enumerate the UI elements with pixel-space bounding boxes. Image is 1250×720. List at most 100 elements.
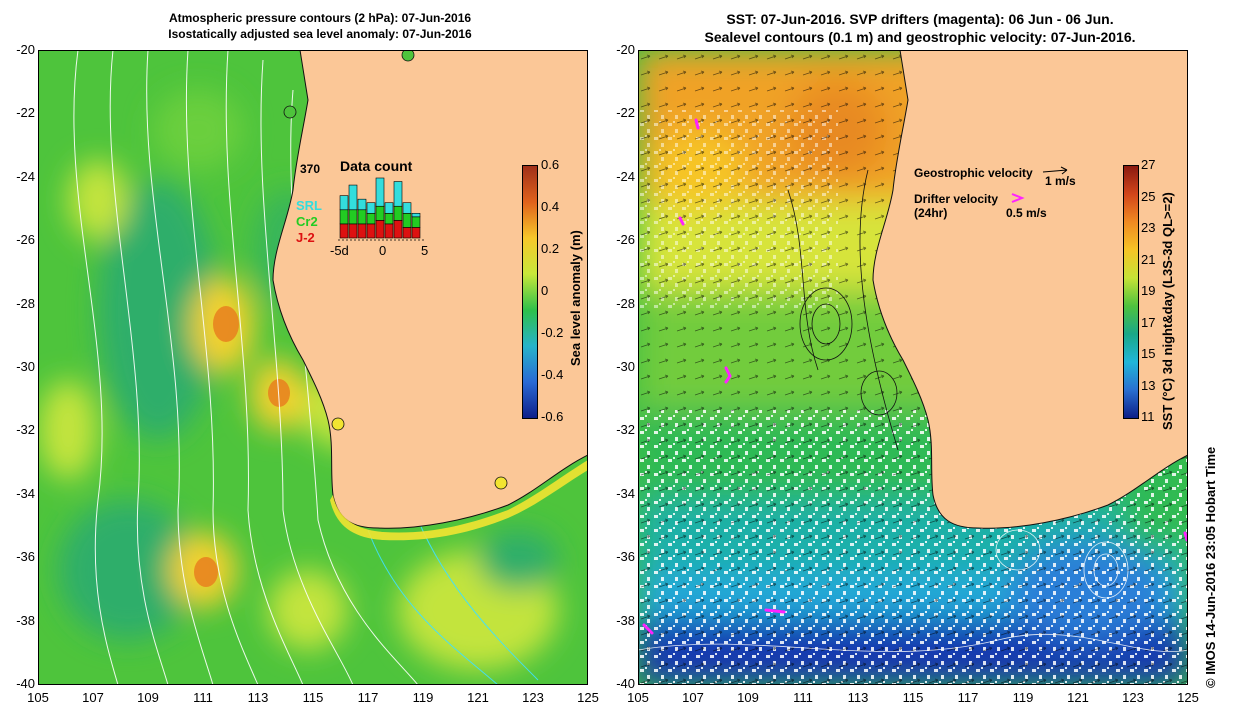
lat-tick-r-0: -20: [616, 42, 635, 57]
cyan-contours: [367, 519, 539, 685]
sea-level-contours-light: [638, 529, 1188, 653]
lat-tick-l-1: -22: [16, 105, 35, 121]
histogram-bar-0-cr2: [339, 209, 349, 225]
lat-tick-l-5: -30: [16, 359, 35, 374]
sla-map-canvas: [38, 50, 588, 685]
lat-tick-r-4: -28: [616, 295, 635, 311]
data-count-xtick-1: -5d: [330, 243, 349, 258]
pressure-contours: [73, 50, 419, 685]
legend-cr2: Cr2: [296, 214, 318, 229]
histogram-bar-8-j2: [411, 227, 421, 239]
lat-tick-l-8: -36: [16, 549, 35, 565]
histogram-bar-0-j2: [339, 223, 349, 239]
histogram-bar-5-srl: [384, 202, 394, 214]
lon-tick-l-4: 113: [247, 690, 269, 705]
lat-tick-r-2: -24: [616, 168, 635, 184]
lat-tick-l-9: -38: [16, 612, 35, 628]
histogram-bar-7-cr2: [402, 212, 412, 228]
histogram-bar-7-j2: [402, 227, 412, 239]
sst-colorbar-tick-1: 25: [1141, 188, 1156, 204]
geostrophic-scale-label: 1 m/s: [1045, 174, 1076, 188]
histogram-bar-4-srl: [375, 177, 385, 207]
sst-map-canvas: [638, 50, 1188, 685]
lon-tick-r-10: 125: [1177, 690, 1199, 705]
lat-tick-l-4: -28: [16, 295, 35, 311]
lon-tick-l-0: 105: [27, 690, 49, 705]
lon-tick-l-9: 123: [522, 690, 544, 705]
sla-colorbar-tick-3: 0: [541, 283, 549, 298]
data-count-histogram: [338, 177, 426, 241]
drifter-scale-label: 0.5 m/s: [1006, 206, 1047, 220]
sst-colorbar-tick-6: 15: [1141, 346, 1156, 361]
histogram-bar-2-j2: [357, 223, 367, 239]
histogram-bar-8-srl: [411, 212, 421, 218]
lat-tick-r-9: -38: [616, 612, 635, 628]
geostrophic-velocity-label: Geostrophic velocity: [914, 166, 1033, 180]
lat-tick-r-6: -32: [616, 422, 635, 438]
histogram-bar-2-srl: [357, 198, 367, 211]
histogram-bar-2-cr2: [357, 209, 367, 225]
lon-tick-r-1: 107: [682, 690, 704, 705]
sst-colorbar-tick-5: 17: [1141, 314, 1156, 330]
sla-colorbar-tick-1: 0.4: [541, 199, 560, 214]
histogram-bar-6-cr2: [393, 205, 403, 221]
coastal-markers[interactable]: [283, 50, 415, 119]
left-title-line2: Isostatically adjusted sea level anomaly…: [168, 27, 472, 41]
histogram-bar-5-j2: [384, 223, 394, 239]
drifter-velocity-sublabel: (24hr): [914, 206, 948, 220]
lon-tick-r-5: 115: [902, 690, 924, 705]
drifter-scale-arrow: [1011, 193, 1025, 203]
histogram-bar-1-cr2: [348, 209, 358, 225]
histogram-bar-1-srl: [348, 184, 358, 211]
lon-tick-r-8: 121: [1067, 690, 1089, 705]
sst-colorbar-tick-7: 13: [1141, 377, 1156, 393]
lat-tick-l-3: -26: [16, 232, 35, 248]
lon-tick-l-2: 109: [137, 690, 159, 705]
australia-land: [272, 50, 588, 529]
data-count-title: Data count: [340, 158, 413, 174]
sst-map[interactable]: Geostrophic velocity 1 m/s Drifter veloc…: [638, 50, 1188, 685]
sst-colorbar-tick-4: 19: [1141, 283, 1156, 298]
lon-tick-l-1: 107: [82, 690, 104, 705]
sst-colorbar-tick-2: 23: [1141, 220, 1156, 235]
drifter-velocity-label: Drifter velocity: [914, 192, 999, 206]
histogram-bar-6-srl: [393, 181, 403, 207]
lat-tick-r-7: -34: [616, 485, 635, 501]
lat-tick-r-10: -40: [616, 676, 635, 691]
lat-tick-l-0: -20: [16, 42, 35, 57]
sst-colorbar-tick-0: 27: [1141, 157, 1156, 172]
sea-level-anomaly-map[interactable]: 370 Data count SRL Cr2 J-2 -5d 0 5: [38, 50, 588, 685]
right-map-title: SST: 07-Jun-2016. SVP drifters (magenta)…: [640, 10, 1200, 46]
lon-tick-r-3: 111: [793, 690, 813, 705]
lon-tick-r-6: 117: [957, 690, 979, 705]
histogram-bar-3-cr2: [366, 212, 376, 225]
histogram-bar-1-j2: [348, 223, 358, 239]
lon-tick-r-2: 109: [737, 690, 759, 705]
right-title-line1: SST: 07-Jun-2016. SVP drifters (magenta)…: [726, 11, 1114, 27]
histogram-bar-3-srl: [366, 202, 376, 214]
coastal-markers-yellow[interactable]: [331, 417, 508, 490]
svp-drifters[interactable]: [642, 118, 1188, 635]
histogram-bar-3-j2: [366, 223, 376, 239]
sla-colorbar-tick-2: 0.2: [541, 241, 560, 256]
sla-colorbar-tick-5: -0.4: [541, 367, 564, 382]
legend-srl: SRL: [296, 198, 322, 213]
lat-tick-l-2: -24: [16, 168, 35, 184]
lat-tick-l-7: -34: [16, 485, 35, 501]
sla-colorbar-tick-0: 0.6: [541, 157, 560, 172]
geostrophic-scale-arrow: [1042, 166, 1068, 175]
left-title-line1: Atmospheric pressure contours (2 hPa): 0…: [168, 11, 472, 25]
lon-tick-r-0: 105: [627, 690, 649, 705]
sst-colorbar-tick-8: 11: [1141, 409, 1155, 424]
sla-colorbar-label: Sea level anomaly (m): [568, 230, 583, 366]
lat-tick-r-5: -30: [616, 359, 635, 374]
sla-colorbar: [522, 165, 538, 419]
lon-tick-l-7: 119: [412, 690, 434, 705]
histogram-bar-8-cr2: [411, 216, 421, 228]
coastal-high-anomaly: [330, 460, 588, 541]
data-count-max: 370: [300, 162, 321, 176]
sst-colorbar: [1123, 165, 1139, 419]
histogram-bar-5-cr2: [384, 212, 394, 225]
imos-credit: © IMOS 14-Jun-2016 23:05 Hobart Time: [1203, 446, 1218, 688]
lon-tick-l-8: 121: [467, 690, 489, 705]
